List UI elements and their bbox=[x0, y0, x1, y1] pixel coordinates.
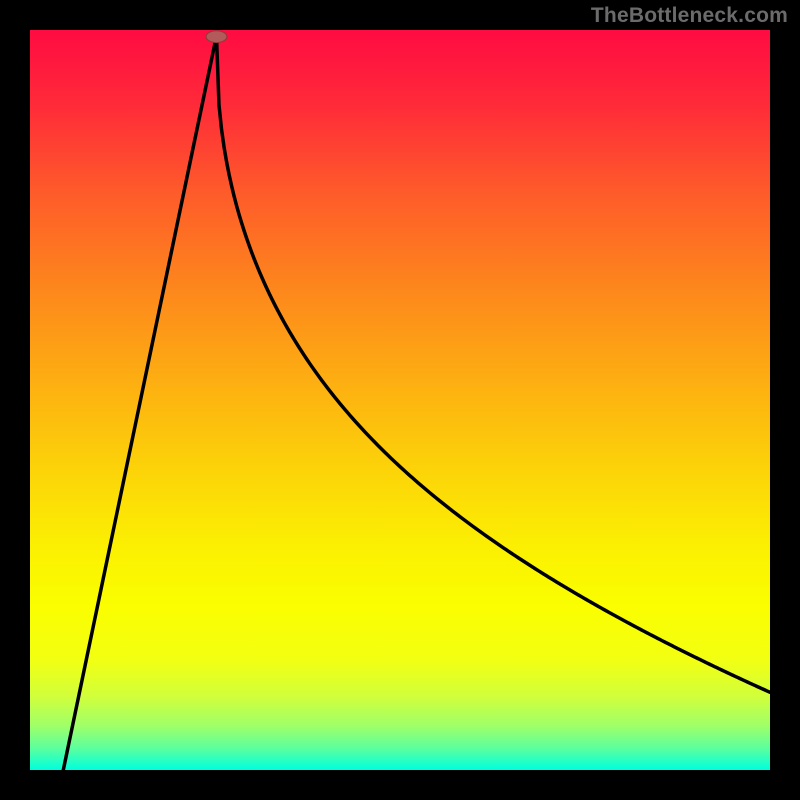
optimal-point-marker bbox=[206, 31, 227, 43]
bottleneck-chart bbox=[30, 30, 770, 770]
watermark-text: TheBottleneck.com bbox=[591, 4, 788, 28]
chart-container: TheBottleneck.com bbox=[0, 0, 800, 800]
